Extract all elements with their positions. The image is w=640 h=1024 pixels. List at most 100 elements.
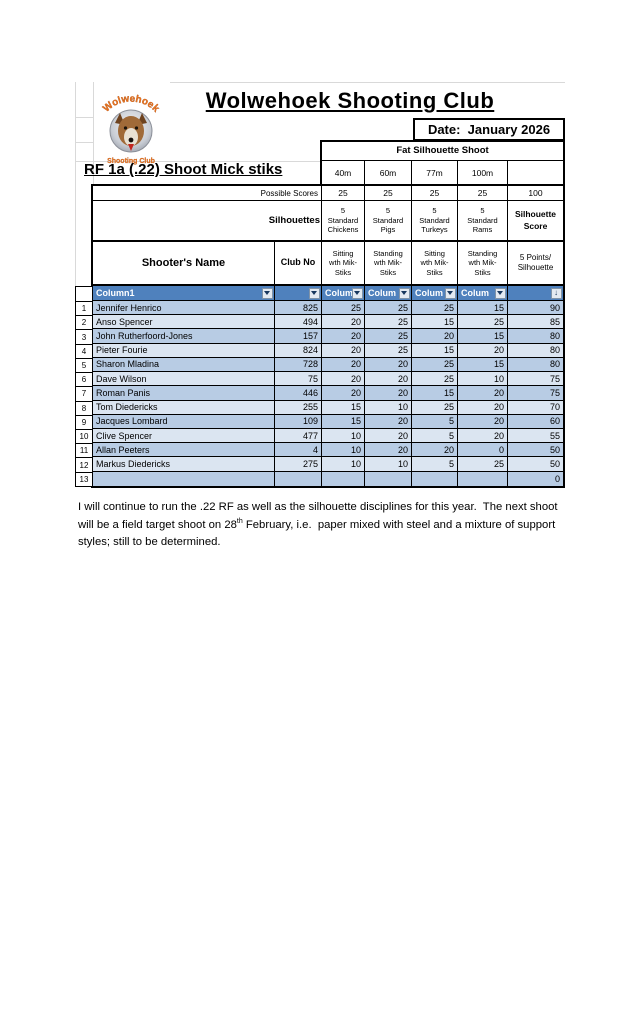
total-score-cell[interactable]: 90 [549, 302, 560, 313]
club-no-cell[interactable]: 825 [275, 301, 322, 315]
shooter-name-cell[interactable]: Pieter Fourie [93, 343, 275, 357]
score-turkeys-cell[interactable]: 20 [412, 443, 458, 457]
score-rams-cell[interactable] [458, 471, 508, 486]
shooter-name-cell[interactable]: Sharon Mladina [93, 357, 275, 372]
sort-descending-icon[interactable]: ↓ [550, 287, 562, 299]
table-row[interactable]: Allan Peeters 4 10 20 20 0 50 [93, 443, 563, 458]
score-turkeys-cell[interactable]: 15 [412, 386, 458, 400]
shooter-name-cell[interactable]: Allan Peeters [93, 443, 275, 457]
score-pigs-cell[interactable]: 25 [365, 315, 412, 329]
filter-dropdown-icon[interactable] [351, 287, 363, 299]
shooter-name-cell[interactable]: Tom Diedericks [93, 400, 275, 414]
score-rams-cell[interactable]: 20 [458, 414, 508, 428]
score-pigs-cell[interactable]: 10 [365, 400, 412, 414]
score-chickens-cell[interactable]: 25 [322, 301, 365, 315]
shooter-name-cell[interactable] [93, 471, 275, 486]
score-rams-cell[interactable]: 25 [458, 457, 508, 471]
total-score-cell[interactable]: 75 [549, 373, 560, 384]
score-rams-cell[interactable]: 15 [458, 301, 508, 315]
shooter-name-cell[interactable]: Jacques Lombard [93, 414, 275, 428]
total-score-cell[interactable]: 80 [549, 345, 560, 356]
filter-cell-column1[interactable]: Column1 [93, 286, 275, 300]
club-no-cell[interactable]: 75 [275, 372, 322, 386]
shooter-name-cell[interactable]: Clive Spencer [93, 428, 275, 443]
filter-dropdown-icon[interactable] [494, 287, 506, 299]
club-no-cell[interactable]: 494 [275, 315, 322, 329]
score-chickens-cell[interactable]: 20 [322, 315, 365, 329]
score-turkeys-cell[interactable]: 15 [412, 315, 458, 329]
score-turkeys-cell[interactable]: 5 [412, 457, 458, 471]
club-no-cell[interactable]: 477 [275, 428, 322, 443]
filter-dropdown-icon[interactable] [398, 287, 410, 299]
score-pigs-cell[interactable]: 25 [365, 343, 412, 357]
score-rams-cell[interactable]: 25 [458, 315, 508, 329]
table-row[interactable]: Anso Spencer 494 20 25 15 25 85 [93, 315, 563, 330]
table-row[interactable]: Clive Spencer 477 10 20 5 20 55 [93, 428, 563, 444]
filter-cell-score1[interactable]: Colum [322, 286, 365, 300]
score-chickens-cell[interactable]: 20 [322, 372, 365, 386]
score-pigs-cell[interactable]: 20 [365, 357, 412, 372]
table-row[interactable]: Jennifer Henrico 825 25 25 25 15 90 [93, 301, 563, 316]
total-score-cell[interactable]: 0 [554, 473, 560, 484]
table-row[interactable]: Jacques Lombard 109 15 20 5 20 60 [93, 414, 563, 429]
total-score-cell[interactable]: 50 [549, 459, 560, 470]
shooter-name-cell[interactable]: Dave Wilson [93, 372, 275, 386]
score-chickens-cell[interactable]: 20 [322, 386, 365, 400]
total-score-cell[interactable]: 75 [549, 387, 560, 398]
score-pigs-cell[interactable]: 10 [365, 457, 412, 471]
score-chickens-cell[interactable] [322, 471, 365, 486]
table-row[interactable]: Dave Wilson 75 20 20 25 10 75 [93, 372, 563, 387]
shooter-name-cell[interactable]: John Rutherfoord-Jones [93, 329, 275, 343]
score-turkeys-cell[interactable]: 20 [412, 329, 458, 343]
score-pigs-cell[interactable]: 25 [365, 329, 412, 343]
score-rams-cell[interactable]: 15 [458, 357, 508, 372]
score-pigs-cell[interactable]: 25 [365, 301, 412, 315]
score-turkeys-cell[interactable]: 25 [412, 400, 458, 414]
total-score-cell[interactable]: 60 [549, 416, 560, 427]
score-rams-cell[interactable]: 10 [458, 372, 508, 386]
score-chickens-cell[interactable]: 10 [322, 428, 365, 443]
total-score-cell[interactable]: 55 [549, 430, 560, 441]
shooter-name-cell[interactable]: Roman Panis [93, 386, 275, 400]
score-chickens-cell[interactable]: 20 [322, 357, 365, 372]
filter-dropdown-icon[interactable] [308, 287, 320, 299]
score-turkeys-cell[interactable]: 25 [412, 372, 458, 386]
score-pigs-cell[interactable]: 20 [365, 386, 412, 400]
filter-cell-score3[interactable]: Colum [412, 286, 458, 300]
score-turkeys-cell[interactable]: 15 [412, 343, 458, 357]
shooter-name-cell[interactable]: Jennifer Henrico [93, 301, 275, 315]
score-rams-cell[interactable]: 20 [458, 428, 508, 443]
total-score-cell[interactable]: 80 [549, 331, 560, 342]
score-rams-cell[interactable]: 20 [458, 343, 508, 357]
table-row[interactable]: Pieter Fourie 824 20 25 15 20 80 [93, 343, 563, 358]
score-turkeys-cell[interactable]: 25 [412, 301, 458, 315]
total-score-cell[interactable]: 80 [549, 359, 560, 370]
score-turkeys-cell[interactable] [412, 471, 458, 486]
score-rams-cell[interactable]: 0 [458, 443, 508, 457]
club-no-cell[interactable]: 157 [275, 329, 322, 343]
club-no-cell[interactable]: 446 [275, 386, 322, 400]
club-no-cell[interactable]: 728 [275, 357, 322, 372]
total-score-cell[interactable]: 50 [549, 444, 560, 455]
score-chickens-cell[interactable]: 10 [322, 457, 365, 471]
club-no-cell[interactable]: 275 [275, 457, 322, 471]
score-chickens-cell[interactable]: 20 [322, 343, 365, 357]
table-row[interactable]: Markus Diedericks 275 10 10 5 25 50 [93, 457, 563, 472]
club-no-cell[interactable] [275, 471, 322, 486]
club-no-cell[interactable]: 4 [275, 443, 322, 457]
filter-dropdown-icon[interactable] [261, 287, 273, 299]
filter-cell-score2[interactable]: Colum [365, 286, 412, 300]
score-pigs-cell[interactable]: 20 [365, 372, 412, 386]
score-chickens-cell[interactable]: 20 [322, 329, 365, 343]
score-chickens-cell[interactable]: 10 [322, 443, 365, 457]
score-turkeys-cell[interactable]: 5 [412, 428, 458, 443]
score-pigs-cell[interactable] [365, 471, 412, 486]
score-pigs-cell[interactable]: 20 [365, 414, 412, 428]
table-row[interactable]: 0 [93, 471, 563, 486]
filter-dropdown-icon[interactable] [444, 287, 456, 299]
score-turkeys-cell[interactable]: 25 [412, 357, 458, 372]
filter-cell-club[interactable] [275, 286, 322, 300]
total-score-cell[interactable]: 70 [549, 402, 560, 413]
total-score-cell[interactable]: 85 [549, 316, 560, 327]
score-turkeys-cell[interactable]: 5 [412, 414, 458, 428]
